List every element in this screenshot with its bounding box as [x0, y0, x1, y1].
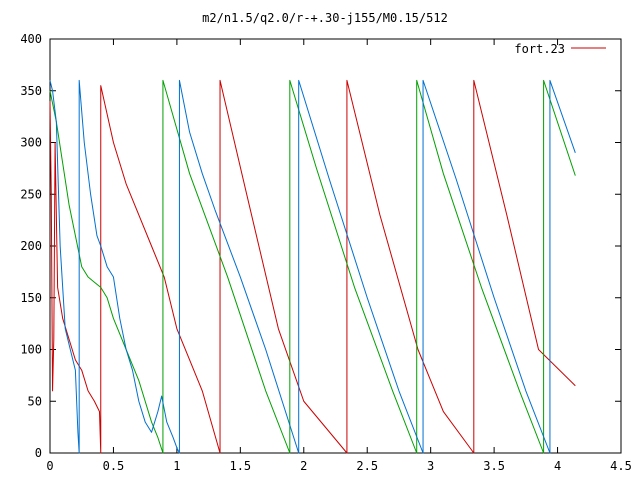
y-tick-label: 400	[20, 32, 42, 46]
x-tick-label: 4.5	[610, 459, 632, 473]
x-tick-label: 0.5	[103, 459, 125, 473]
chart-title: m2/n1.5/q2.0/r-+.30-j155/M0.15/512	[202, 11, 448, 25]
x-tick-label: 2.5	[356, 459, 378, 473]
y-tick-label: 350	[20, 84, 42, 98]
series-line-blue	[49, 79, 576, 454]
y-tick-label: 0	[35, 446, 42, 460]
x-tick-label: 4	[554, 459, 561, 473]
x-tick-label: 1	[173, 459, 180, 473]
y-tick-label: 200	[20, 239, 42, 253]
y-tick-label: 250	[20, 187, 42, 201]
x-tick-label: 2	[300, 459, 307, 473]
series-layer	[49, 79, 576, 454]
y-tick-label: 50	[28, 394, 42, 408]
x-tick-label: 3.5	[483, 459, 505, 473]
legend-label-fort23: fort.23	[514, 42, 565, 56]
axes-layer: 0 50 100 150 200 250 300 350 400 0 0.5 1 1.5 2 2.5 3 3.5…	[20, 32, 632, 473]
y-tick-label: 300	[20, 136, 42, 150]
legend: fort.23	[514, 42, 606, 56]
series-line-green	[49, 79, 576, 454]
x-tick-label: 0	[46, 459, 53, 473]
y-tick-label: 150	[20, 291, 42, 305]
y-tick-label: 100	[20, 343, 42, 357]
x-tick-label: 3	[427, 459, 434, 473]
series-line-red	[49, 79, 576, 454]
x-tick-label: 1.5	[229, 459, 251, 473]
